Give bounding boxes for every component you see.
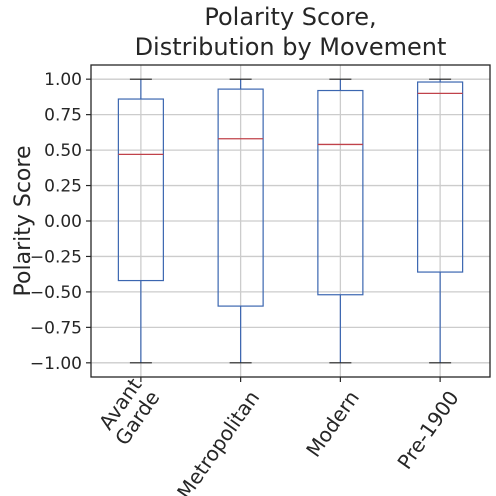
y-tick-label: −1.00 <box>30 354 82 374</box>
y-tick-label: −0.25 <box>30 247 82 267</box>
y-tick-label: 0.00 <box>44 212 82 232</box>
y-tick-label: 0.75 <box>44 106 82 126</box>
y-tick-label: 1.00 <box>44 70 82 90</box>
y-axis-label: Polarity Score <box>11 146 36 297</box>
y-tick-label: 0.50 <box>44 141 82 161</box>
box-iqr <box>117 98 164 282</box>
box-3 <box>417 78 464 364</box>
x-tick-label: Modern <box>301 386 364 461</box>
box-0 <box>117 78 164 364</box>
x-tick-label: AvantGarde <box>92 373 165 449</box>
box-2 <box>317 78 364 364</box>
grid-lines <box>91 65 490 377</box>
y-tick-label: −0.50 <box>30 283 82 303</box>
chart-title-line: Polarity Score, <box>204 3 376 31</box>
box-iqr <box>217 88 264 307</box>
y-axis-ticks: −1.00 −0.75 −0.50 −0.25 0.00 0.25 0.50 0.75 1.00 <box>30 70 91 374</box>
box-series <box>117 78 464 364</box>
x-tick-label: Pre-1900 <box>392 386 463 473</box>
y-tick-label: −0.75 <box>30 318 82 338</box>
box-1 <box>217 78 264 364</box>
chart-title: Polarity Score,Distribution by Movement <box>135 3 447 61</box>
box-iqr <box>417 81 464 273</box>
y-tick-label: 0.25 <box>44 177 82 197</box>
x-axis-ticks: AvantGarde Metropolitan Modern Pre-1900 <box>92 373 464 496</box>
box-iqr <box>317 89 364 296</box>
chart-title-line: Distribution by Movement <box>135 33 447 61</box>
x-tick-label: Metropolitan <box>172 386 264 496</box>
